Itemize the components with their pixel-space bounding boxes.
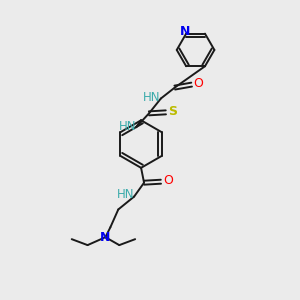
Text: N: N bbox=[180, 25, 190, 38]
Text: O: O bbox=[194, 77, 203, 90]
Text: HN: HN bbox=[118, 120, 136, 133]
Text: S: S bbox=[168, 105, 177, 118]
Text: N: N bbox=[100, 231, 111, 244]
Text: HN: HN bbox=[116, 188, 134, 201]
Text: HN: HN bbox=[143, 91, 161, 104]
Text: O: O bbox=[163, 174, 173, 187]
